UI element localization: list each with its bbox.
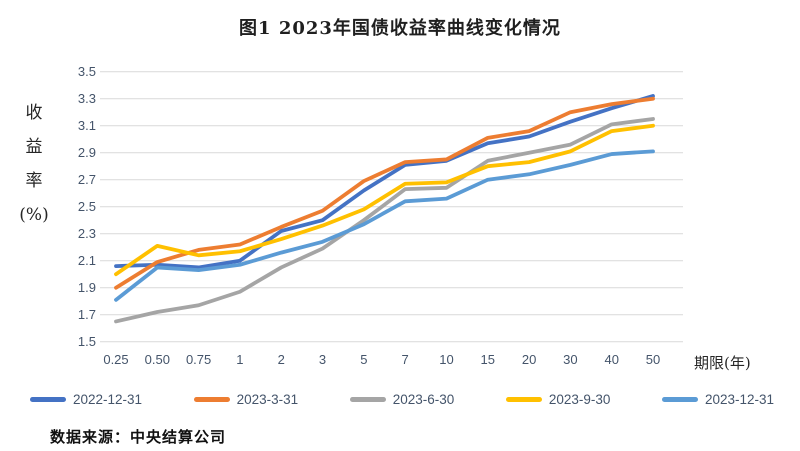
y-tick-label: 1.5 [77,333,96,349]
x-tick-label: 40 [604,352,619,367]
legend-label: 2023-9-30 [548,392,611,407]
legend: 2022-12-31 2023-3-31 2023-6-30 2023-9-30 202… [30,392,774,407]
legend-item-2023-3-31: 2023-3-31 [193,392,299,407]
legend-line-swatch [505,397,542,402]
y-tick-label: 2.9 [77,144,96,160]
legend-item-2023-9-30: 2023-9-30 [505,392,611,407]
y-tick-label: 1.7 [77,306,96,322]
legend-label: 2023-6-30 [392,392,455,407]
x-tick-label: 0.25 [103,352,129,367]
x-tick-label: 20 [521,352,537,367]
x-tick-label: 2 [277,352,285,367]
legend-label: 2023-12-31 [704,392,774,407]
y-axis-title-line: 益 [25,137,43,157]
y-axis-title: 收 益 率 (%) [12,96,56,232]
series-line-2023-12-31 [114,149,655,302]
y-tick-label: 2.7 [77,171,96,187]
x-tick-label: 3 [318,352,327,367]
legend-label: 2022-12-31 [73,392,143,407]
x-tick-label: 1 [236,352,244,367]
y-axis-title-line: (%) [19,205,49,225]
x-tick-label: 7 [401,352,409,367]
legend-label: 2023-3-31 [236,392,299,407]
y-tick-label: 3.1 [77,117,96,133]
legend-line-swatch [30,397,66,402]
y-tick-label: 2.5 [77,198,96,214]
legend-item-2022-12-31: 2022-12-31 [30,392,142,407]
x-tick-label: 10 [439,352,454,367]
chart-title: 图1 2023年国债收益率曲线变化情况 [239,18,561,39]
source-note: 数据来源：中央结算公司 [50,428,227,446]
y-tick-label: 1.9 [77,279,96,295]
series-line-2023-3-31 [114,96,655,290]
y-tick-label: 3.5 [77,63,96,79]
x-tick-label: 0.50 [144,352,170,367]
series-line-2023-6-30 [114,117,655,324]
x-tick-label: 5 [360,352,368,367]
x-axis-title: 期限(年) [694,354,751,372]
series-line-2023-9-30 [114,123,655,277]
x-tick-label: 30 [563,352,578,367]
legend-line-swatch [193,397,230,402]
legend-item-2023-6-30: 2023-6-30 [349,392,455,407]
legend-line-swatch [661,397,698,402]
y-axis-title-line: 收 [25,103,43,123]
x-tick-label: 0.75 [185,352,212,367]
x-tick-label: 50 [645,352,661,367]
x-tick-label: 15 [480,352,496,367]
legend-line-swatch [349,397,386,402]
y-axis-title-line: 率 [25,171,43,191]
y-tick-label: 2.1 [77,252,96,268]
y-tick-label: 2.3 [77,225,96,241]
y-tick-label: 3.3 [77,90,96,106]
legend-item-2023-12-31: 2023-12-31 [661,392,774,407]
series-line-2022-12-31 [114,94,655,270]
